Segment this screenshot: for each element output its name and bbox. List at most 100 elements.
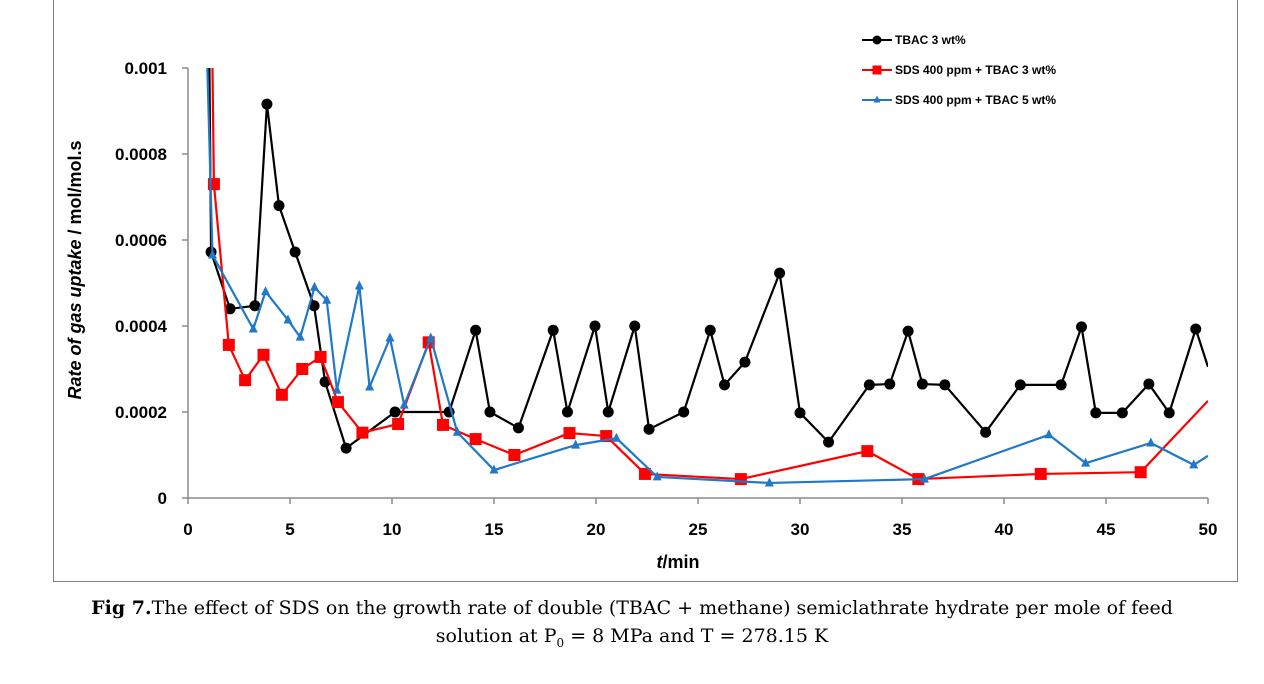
series-line (206, 68, 1208, 485)
data-point (308, 300, 320, 312)
legend-item: SDS 400 ppm + TBAC 5 wt% (862, 93, 1056, 107)
data-point (356, 426, 369, 439)
y-tick-label: 0.0002 (115, 403, 167, 422)
legend-marker (872, 35, 882, 45)
x-tick-label: 5 (285, 520, 294, 539)
data-point (275, 388, 288, 401)
data-point (207, 249, 217, 259)
data-point (331, 396, 344, 409)
data-point (385, 332, 395, 342)
x-tick-label: 35 (893, 520, 912, 539)
x-axis-title-unit: /min (662, 552, 699, 572)
data-point (332, 384, 342, 394)
data-point (1146, 437, 1156, 447)
chart-frame (53, 0, 1238, 582)
data-point (902, 325, 914, 337)
legend-marker (873, 95, 881, 103)
data-point (1090, 407, 1102, 419)
x-tick-label: 45 (1097, 520, 1116, 539)
data-point (222, 338, 235, 351)
y-tick-label: 0.0004 (115, 317, 168, 336)
data-point (389, 406, 401, 418)
data-point (602, 406, 614, 418)
data-point (248, 323, 258, 333)
data-point (980, 426, 992, 438)
data-point (734, 473, 747, 486)
data-point (719, 379, 731, 391)
data-point (1081, 457, 1091, 467)
chart: 0 0.0002 0.0004 0.0006 0.0008 0.001 0 5 10 15 20 25… (65, 33, 1217, 572)
figure-caption: Fig 7.The effect of SDS on the growth ra… (0, 594, 1264, 657)
legend-label: TBAC 3 wt% (895, 33, 966, 47)
x-tick-label: 25 (689, 520, 708, 539)
caption-text-2a: solution at P (435, 625, 557, 647)
y-tick-label: 0.0006 (115, 231, 167, 250)
legend-marker (872, 65, 882, 75)
data-point (322, 294, 332, 304)
data-point (1014, 379, 1026, 391)
y-tick-label: 0 (158, 489, 167, 508)
data-point (1163, 407, 1175, 419)
series-1 (205, 68, 1208, 454)
x-tick-label: 30 (791, 520, 810, 539)
x-axis-title: t/min (656, 552, 699, 572)
data-point (678, 406, 690, 418)
x-tick-label: 15 (485, 520, 504, 539)
data-point (919, 473, 929, 483)
series-line (208, 68, 1208, 450)
axes: 0 0.0002 0.0004 0.0006 0.0008 0.001 0 5 10 15 20 25… (115, 59, 1217, 539)
data-point (774, 267, 786, 279)
data-point (283, 314, 293, 324)
data-point (916, 378, 928, 390)
data-point (547, 324, 559, 336)
data-point (863, 379, 875, 391)
data-point (426, 332, 436, 342)
x-tick-label: 50 (1199, 520, 1218, 539)
caption-text-1: The effect of SDS on the growth rate of … (151, 597, 1173, 619)
data-point (739, 356, 751, 368)
series-layer (205, 68, 1208, 487)
data-point (508, 449, 521, 461)
data-point (470, 324, 482, 336)
data-point (638, 467, 651, 480)
data-point (652, 471, 662, 481)
data-point (340, 442, 352, 454)
data-point (365, 381, 375, 391)
data-point (296, 363, 309, 375)
data-point (319, 376, 331, 388)
data-point (1034, 467, 1047, 480)
data-point (273, 200, 285, 212)
data-point (794, 407, 806, 419)
legend-item: TBAC 3 wt% (862, 33, 966, 47)
y-axis-title-italic: Rate of gas uptake (65, 239, 85, 399)
data-point (452, 426, 462, 436)
data-point (314, 350, 327, 363)
data-point (354, 280, 364, 290)
data-point (1190, 323, 1202, 335)
data-point (611, 432, 621, 442)
y-axis-title-unit: / mol/mol.s (65, 140, 85, 239)
caption-line-1: Fig 7.The effect of SDS on the growth ra… (0, 594, 1264, 622)
data-point (561, 406, 573, 418)
data-point (643, 423, 655, 435)
x-tick-label: 10 (383, 520, 402, 539)
x-tick-label: 40 (995, 520, 1014, 539)
data-point (884, 378, 896, 390)
data-point (289, 246, 301, 258)
data-point (571, 439, 581, 449)
data-point (249, 300, 261, 312)
data-point (1134, 466, 1147, 479)
series-2 (207, 68, 1208, 486)
data-point (629, 320, 641, 332)
y-tick-label: 0.001 (124, 59, 167, 78)
data-point (1116, 407, 1128, 419)
series-line (211, 68, 1208, 481)
x-tick-label: 0 (183, 520, 192, 539)
data-point (484, 406, 496, 418)
data-point (257, 348, 270, 361)
data-point (1076, 321, 1088, 333)
data-point (1055, 379, 1067, 391)
data-point (392, 418, 405, 431)
data-point (512, 422, 524, 434)
legend: TBAC 3 wt% SDS 400 ppm + TBAC 3 wt% SDS 40… (862, 33, 1056, 107)
